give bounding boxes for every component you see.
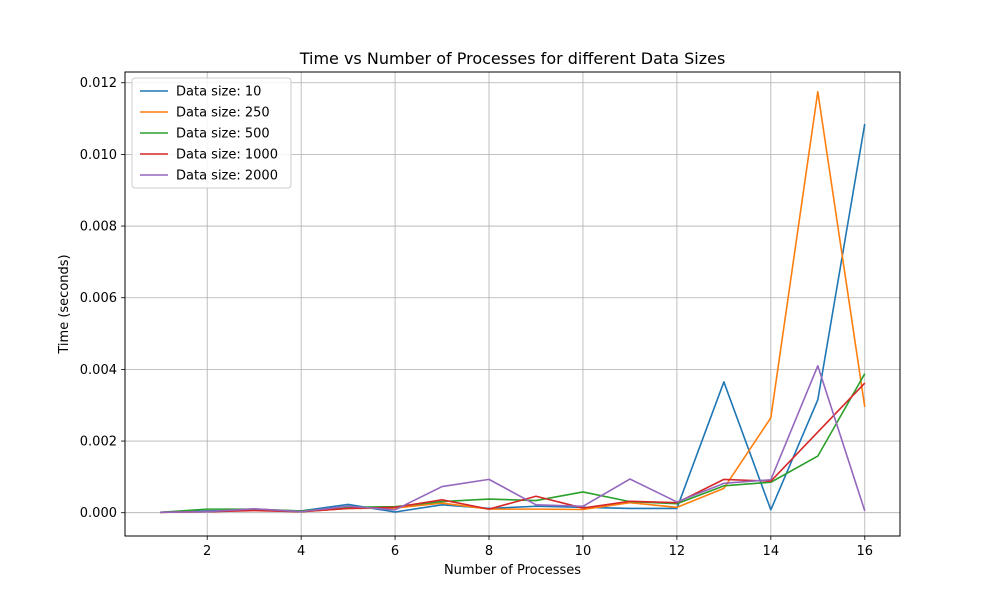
plot-frame [124,71,901,537]
x-tick-label: 6 [391,544,399,559]
y-tick-label: 0.004 [80,363,117,378]
y-tick-label: 0.002 [80,435,117,450]
x-axis-ticks: 2 4 6 8 10 12 14 16 [203,536,873,559]
x-tick-label: 8 [485,544,493,559]
legend-label-3: Data size: 500 [176,127,270,142]
y-tick-label: 0.006 [80,291,117,306]
x-tick-label: 14 [763,544,780,559]
y-axis-label: Time (seconds) [57,254,72,354]
series-line-5 [160,365,866,514]
x-tick-label: 2 [203,544,211,559]
legend-label-4: Data size: 1000 [176,148,278,163]
chart-title: Time vs Number of Processes for differen… [299,49,726,68]
grid-lines [125,72,900,536]
legend-label-2: Data size: 250 [176,106,270,121]
x-tick-label: 12 [669,544,686,559]
y-tick-label: 0.008 [80,220,117,235]
y-axis-ticks: 0.000 0.002 0.004 0.006 0.008 0.010 0.012 [80,76,125,521]
x-tick-label: 10 [575,544,592,559]
x-tick-label: 16 [856,544,873,559]
y-tick-label: 0.000 [80,506,117,521]
legend-label-1: Data size: 10 [176,85,261,100]
x-tick-label: 4 [297,544,305,559]
series-lines [160,90,866,514]
y-tick-label: 0.010 [80,148,117,163]
x-axis-label: Number of Processes [444,563,581,578]
legend: Data size: 10 Data size: 250 Data size: 50… [131,77,292,189]
series-line-4 [160,382,866,514]
y-tick-label: 0.012 [80,76,117,91]
legend-label-5: Data size: 2000 [176,169,278,184]
legend-box [131,77,292,189]
